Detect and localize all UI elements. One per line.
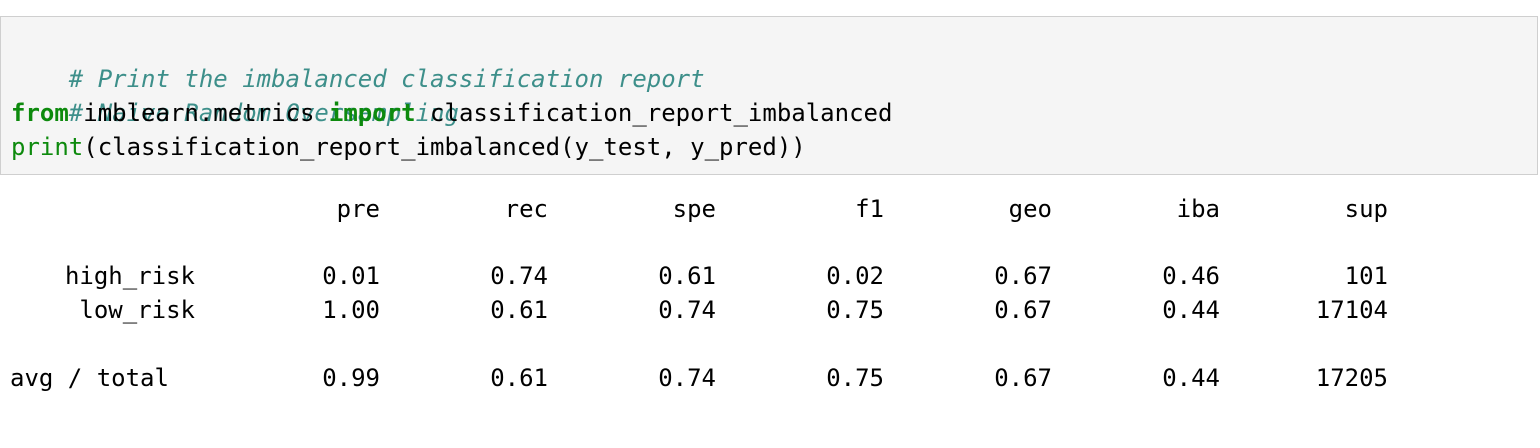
print-arguments: (classification_report_imbalanced(y_test… — [83, 133, 806, 161]
table-cell: 0.74 — [658, 296, 716, 324]
header-spe: spe — [672, 195, 716, 223]
table-cell: 0.74 — [658, 364, 716, 392]
row-label-high-risk: high_risk — [64, 262, 195, 290]
header-pre: pre — [336, 195, 380, 223]
comment-text: # Naive Random Oversampling — [68, 99, 459, 127]
table-cell: 0.67 — [994, 296, 1052, 324]
code-line-comment-1: # Print the imbalanced classification re… — [11, 28, 705, 130]
table-cell: 0.75 — [826, 296, 884, 324]
table-cell: 1.00 — [322, 296, 380, 324]
code-line-print: print(classification_report_imbalanced(y… — [11, 130, 806, 164]
module-name: imblearn.metrics — [68, 99, 329, 127]
builtin-print: print — [11, 133, 84, 161]
code-cell[interactable]: # Print the imbalanced classification re… — [0, 16, 1538, 175]
header-geo: geo — [1008, 195, 1052, 223]
keyword-import: import — [328, 99, 416, 127]
header-rec: rec — [504, 195, 548, 223]
code-line-import: from imblearn.metrics import classificat… — [11, 96, 892, 130]
table-cell: 0.61 — [490, 296, 548, 324]
table-cell: 0.67 — [994, 364, 1052, 392]
table-cell: 101 — [1344, 262, 1388, 290]
comment-text: # Print the imbalanced classification re… — [68, 65, 705, 93]
code-line-comment-2: # Naive Random Oversampling — [11, 62, 459, 164]
imported-name: classification_report_imbalanced — [415, 99, 893, 127]
table-cell: 0.67 — [994, 262, 1052, 290]
header-sup: sup — [1344, 195, 1388, 223]
table-cell: 17104 — [1315, 296, 1388, 324]
header-f1: f1 — [855, 195, 884, 223]
table-cell: 0.61 — [490, 364, 548, 392]
table-cell: 0.01 — [322, 262, 380, 290]
table-cell: 0.99 — [322, 364, 380, 392]
table-cell: 0.44 — [1162, 296, 1220, 324]
table-cell: 0.02 — [826, 262, 884, 290]
table-cell: 17205 — [1315, 364, 1388, 392]
row-label-low-risk: low_risk — [79, 296, 195, 324]
table-cell: 0.46 — [1162, 262, 1220, 290]
table-cell: 0.44 — [1162, 364, 1220, 392]
table-cell: 0.61 — [658, 262, 716, 290]
table-cell: 0.75 — [826, 364, 884, 392]
header-iba: iba — [1176, 195, 1220, 223]
row-label-avg-total: avg / total — [10, 364, 169, 392]
cell-output: pre rec spe f1 geo iba sup high_risk 0.0… — [0, 176, 1540, 448]
table-cell: 0.74 — [490, 262, 548, 290]
keyword-from: from — [11, 99, 69, 127]
